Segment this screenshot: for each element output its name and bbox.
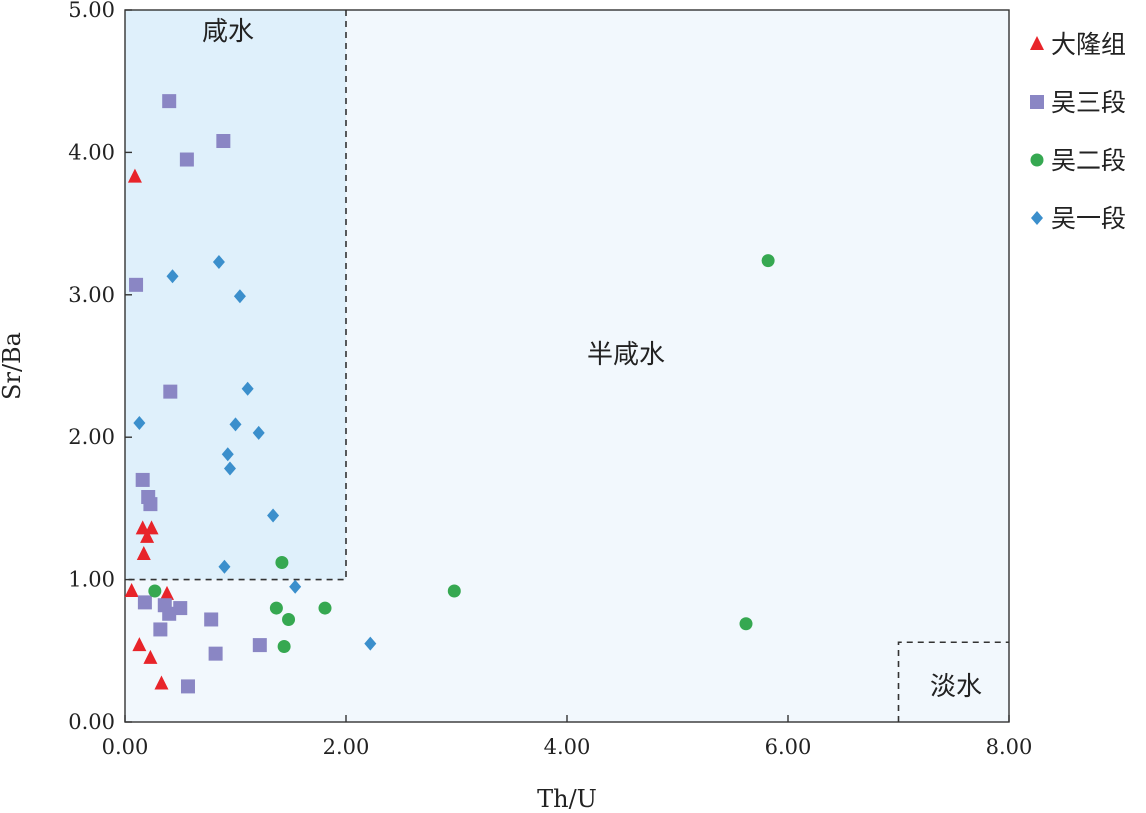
data-point-circle: [739, 617, 753, 631]
x-tick-label: 4.00: [544, 735, 591, 759]
series-square: [129, 94, 267, 694]
legend-label: 吴三段: [1051, 88, 1126, 117]
legend-label: 大隆组: [1051, 30, 1126, 59]
data-point-square: [129, 277, 144, 292]
region-label-saline: 咸水: [202, 17, 254, 47]
data-point-triangle: [127, 168, 142, 183]
data-point-triangle: [132, 637, 147, 652]
data-point-circle: [277, 640, 291, 654]
data-point-triangle: [140, 528, 155, 543]
x-tick-label: 2.00: [323, 735, 370, 759]
data-point-diamond: [364, 636, 377, 651]
data-point-circle: [269, 601, 283, 615]
data-point-square: [179, 152, 194, 167]
data-point-square: [143, 497, 158, 512]
data-point-triangle: [154, 675, 169, 690]
legend-marker-circle: [1030, 153, 1044, 167]
data-point-square: [153, 622, 168, 637]
legend-label: 吴一段: [1051, 204, 1126, 233]
data-point-diamond: [166, 269, 179, 284]
data-point-circle: [275, 556, 289, 570]
axes-layer: 0.00 2.00 4.00 6.00 8.00 0.00 1.00 2.00 3.00 4.00…: [0, 0, 1032, 813]
region-label-fresh: 淡水: [930, 672, 982, 702]
y-tick-label: 1.00: [68, 568, 115, 592]
data-point-diamond: [289, 579, 302, 594]
x-axis-label: Th/U: [537, 785, 597, 813]
data-point-diamond: [233, 289, 246, 304]
data-point-circle: [761, 254, 775, 268]
legend-label: 吴二段: [1051, 146, 1126, 175]
data-point-square: [180, 679, 195, 694]
points-layer: [124, 94, 775, 694]
data-point-square: [252, 638, 267, 653]
data-point-diamond: [218, 559, 231, 574]
data-point-square: [173, 601, 188, 616]
data-point-square: [204, 612, 219, 627]
legend-marker-diamond: [1031, 211, 1043, 225]
series-diamond: [133, 255, 377, 651]
data-point-diamond: [212, 255, 225, 270]
x-tick-label: 8.00: [986, 735, 1033, 759]
data-point-diamond: [229, 417, 242, 432]
data-point-triangle: [124, 582, 139, 597]
data-point-square: [162, 94, 177, 109]
series-triangle: [124, 168, 174, 690]
series-circle: [148, 254, 775, 654]
region-fresh-boundary: [897, 641, 1009, 722]
data-point-diamond: [267, 508, 280, 523]
data-point-triangle: [136, 545, 151, 560]
region-label-brackish: 半咸水: [587, 340, 665, 370]
data-point-diamond: [221, 447, 234, 462]
x-tick-label: 0.00: [102, 735, 149, 759]
data-point-circle: [447, 584, 461, 598]
y-tick-label: 3.00: [68, 283, 115, 307]
data-point-square: [163, 384, 178, 399]
data-point-triangle: [159, 585, 174, 600]
x-tick-label: 6.00: [765, 735, 812, 759]
data-point-square: [137, 595, 152, 610]
data-point-circle: [282, 612, 296, 626]
data-point-diamond: [133, 415, 146, 430]
data-point-square: [135, 472, 150, 487]
y-tick-label: 5.00: [68, 0, 115, 22]
legend-marker-triangle: [1030, 36, 1044, 50]
data-point-circle: [148, 584, 162, 598]
data-point-circle: [318, 601, 332, 615]
data-point-square: [208, 646, 223, 661]
data-point-square: [162, 606, 177, 621]
data-point-triangle: [143, 649, 158, 664]
y-tick-label: 4.00: [68, 140, 115, 164]
y-tick-label: 2.00: [68, 425, 115, 449]
data-point-diamond: [252, 425, 265, 440]
y-tick-label: 0.00: [68, 710, 115, 734]
data-point-square: [216, 134, 231, 149]
y-axis-label: Sr/Ba: [0, 332, 26, 400]
legend-marker-square: [1030, 95, 1044, 109]
region-saline-boundary: [125, 10, 347, 581]
data-point-diamond: [223, 461, 236, 476]
data-point-diamond: [241, 381, 254, 396]
